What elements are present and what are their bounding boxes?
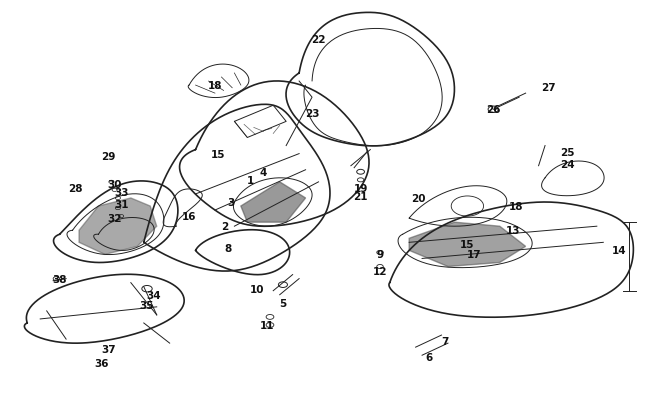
- Text: 30: 30: [107, 179, 122, 190]
- Text: 6: 6: [425, 352, 432, 362]
- Text: 16: 16: [182, 211, 196, 222]
- Text: 24: 24: [560, 159, 575, 169]
- Text: 13: 13: [506, 226, 520, 236]
- Polygon shape: [241, 182, 306, 223]
- Text: 19: 19: [354, 183, 368, 194]
- Text: 27: 27: [541, 83, 556, 93]
- Text: 32: 32: [107, 213, 122, 224]
- Text: 37: 37: [101, 344, 116, 354]
- Text: 36: 36: [94, 358, 109, 369]
- Text: 28: 28: [68, 183, 83, 194]
- Text: 9: 9: [376, 250, 384, 260]
- Text: 29: 29: [101, 151, 115, 161]
- Text: 31: 31: [114, 200, 129, 209]
- Text: 34: 34: [146, 290, 161, 300]
- Text: 2: 2: [221, 222, 228, 232]
- Text: 33: 33: [114, 188, 129, 197]
- Text: 14: 14: [612, 246, 627, 256]
- Text: 38: 38: [53, 274, 67, 284]
- Polygon shape: [79, 198, 157, 255]
- Text: 10: 10: [250, 284, 265, 294]
- Text: 18: 18: [509, 202, 523, 211]
- Text: 4: 4: [260, 167, 267, 177]
- Text: 3: 3: [227, 198, 235, 207]
- Text: 26: 26: [486, 105, 500, 115]
- Text: 35: 35: [140, 300, 154, 310]
- Text: 7: 7: [441, 336, 448, 346]
- Text: 8: 8: [224, 244, 231, 254]
- Text: 11: 11: [259, 320, 274, 330]
- Text: 18: 18: [208, 81, 222, 91]
- Text: 21: 21: [354, 192, 368, 201]
- Text: 1: 1: [247, 175, 254, 185]
- Text: 15: 15: [460, 240, 474, 250]
- Text: 23: 23: [305, 109, 319, 119]
- Text: 15: 15: [211, 149, 226, 159]
- Text: 12: 12: [372, 266, 387, 276]
- Text: 17: 17: [467, 250, 481, 260]
- Text: 5: 5: [280, 298, 287, 308]
- Text: 22: 22: [311, 34, 326, 45]
- Polygon shape: [409, 223, 526, 267]
- Text: 20: 20: [411, 194, 426, 203]
- Text: 25: 25: [560, 147, 575, 157]
